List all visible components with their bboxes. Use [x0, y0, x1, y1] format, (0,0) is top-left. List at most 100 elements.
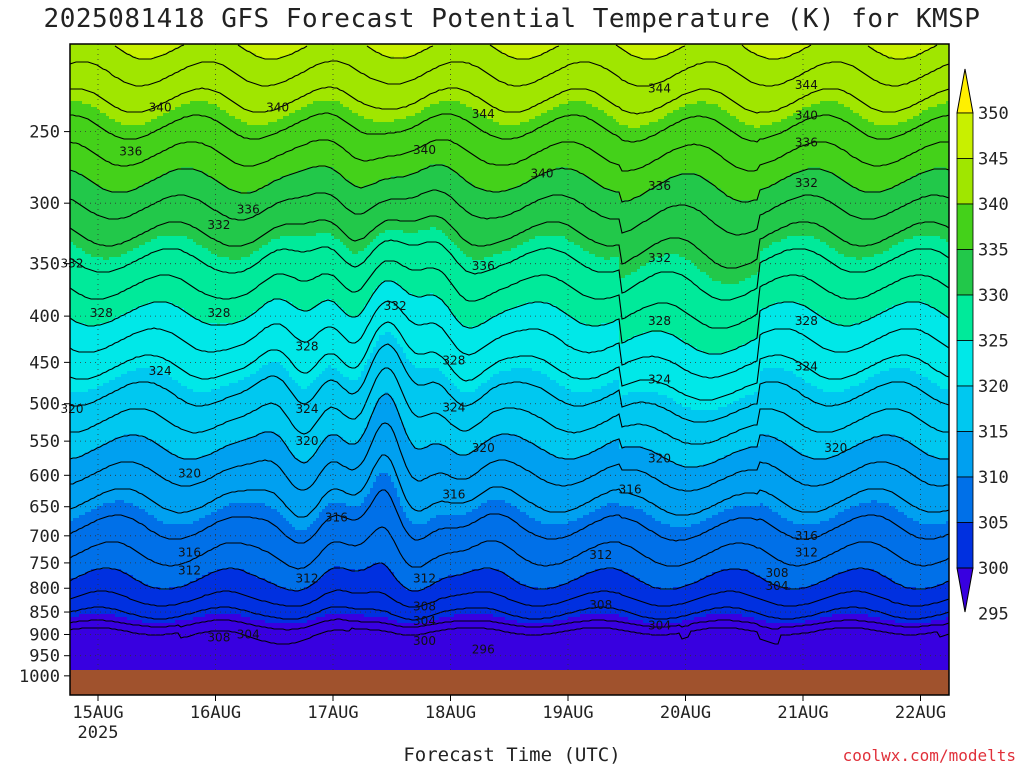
band-cell [319, 47, 323, 51]
band-cell [739, 65, 743, 69]
band-cell [424, 56, 428, 60]
band-cell [286, 47, 290, 51]
band-cell [787, 47, 791, 51]
band-cell [922, 62, 926, 66]
band-cell [97, 59, 101, 63]
band-cell [241, 59, 245, 63]
band-cell [502, 56, 506, 60]
band-cell [232, 47, 236, 51]
band-cell [310, 59, 314, 63]
band-cell [592, 47, 596, 51]
band-cell [121, 56, 125, 60]
band-cell [820, 47, 824, 51]
band-cell [721, 56, 725, 60]
band-cell [157, 62, 161, 66]
band-cell [178, 65, 182, 69]
band-cell [790, 50, 794, 54]
band-cell [355, 53, 359, 57]
band-cell [322, 68, 326, 72]
band-cell [322, 53, 326, 57]
band-cell [850, 50, 854, 54]
band-cell [664, 56, 668, 60]
band-cell [454, 56, 458, 60]
band-cell [571, 68, 575, 72]
band-cell [268, 68, 272, 72]
band-cell [217, 65, 221, 69]
band-cell [811, 50, 815, 54]
band-cell [313, 68, 317, 72]
band-cell [415, 65, 419, 69]
band-cell [643, 47, 647, 51]
band-cell [187, 59, 191, 63]
band-cell [205, 50, 209, 54]
band-cell [592, 56, 596, 60]
band-cell [289, 59, 293, 63]
band-cell [910, 65, 914, 69]
band-cell [484, 50, 488, 54]
band-cell [673, 56, 677, 60]
band-cell [241, 65, 245, 69]
band-cell [916, 65, 920, 69]
band-cell [403, 50, 407, 54]
band-cell [778, 47, 782, 51]
band-cell [895, 47, 899, 51]
band-cell [457, 65, 461, 69]
band-cell [529, 62, 533, 66]
band-cell [718, 53, 722, 57]
band-cell [109, 47, 113, 51]
band-cell [682, 56, 686, 60]
band-cell [742, 65, 746, 69]
band-cell [940, 59, 944, 63]
band-cell [865, 62, 869, 66]
band-cell [511, 47, 515, 51]
band-cell [757, 68, 761, 72]
band-cell [475, 47, 479, 51]
band-cell [814, 47, 818, 51]
band-cell [361, 56, 365, 60]
band-cell [817, 47, 821, 51]
band-cell [412, 56, 416, 60]
band-cell [619, 62, 623, 66]
band-cell [91, 53, 95, 57]
band-cell [472, 53, 476, 57]
band-cell [421, 62, 425, 66]
band-cell [334, 53, 338, 57]
band-cell [178, 53, 182, 57]
band-cell [352, 53, 356, 57]
band-cell [502, 62, 506, 66]
band-cell [712, 47, 716, 51]
band-cell [724, 47, 728, 51]
band-cell [199, 50, 203, 54]
band-cell [808, 65, 812, 69]
band-cell [172, 53, 176, 57]
band-cell [625, 68, 629, 72]
band-cell [928, 65, 932, 69]
band-cell [448, 68, 452, 72]
band-cell [373, 65, 377, 69]
band-cell [526, 65, 530, 69]
band-cell [376, 59, 380, 63]
band-cell [283, 62, 287, 66]
band-cell [679, 50, 683, 54]
band-cell [331, 65, 335, 69]
band-cell [775, 47, 779, 51]
band-cell [286, 65, 290, 69]
band-cell [886, 47, 890, 51]
band-cell [628, 56, 632, 60]
band-cell [394, 68, 398, 72]
band-cell [214, 56, 218, 60]
band-cell [442, 56, 446, 60]
band-cell [730, 53, 734, 57]
band-cell [838, 47, 842, 51]
band-cell [718, 47, 722, 51]
band-cell [181, 53, 185, 57]
band-cell [415, 68, 419, 72]
band-cell [595, 47, 599, 51]
band-cell [559, 56, 563, 60]
band-cell [196, 53, 200, 57]
band-cell [784, 53, 788, 57]
band-cell [637, 59, 641, 63]
band-cell [835, 53, 839, 57]
band-cell [151, 47, 155, 51]
band-cell [865, 59, 869, 63]
